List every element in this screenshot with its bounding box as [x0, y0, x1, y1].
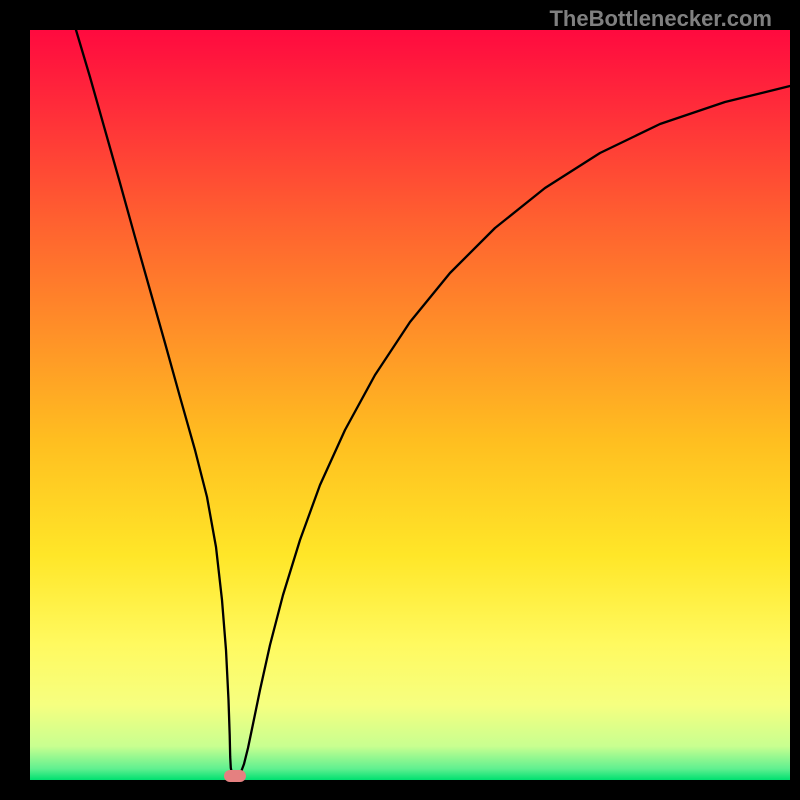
chart-container: TheBottlenecker.com [0, 0, 800, 800]
optimum-marker [224, 770, 246, 782]
watermark-text: TheBottlenecker.com [549, 6, 772, 32]
chart-plot-area [30, 30, 790, 780]
